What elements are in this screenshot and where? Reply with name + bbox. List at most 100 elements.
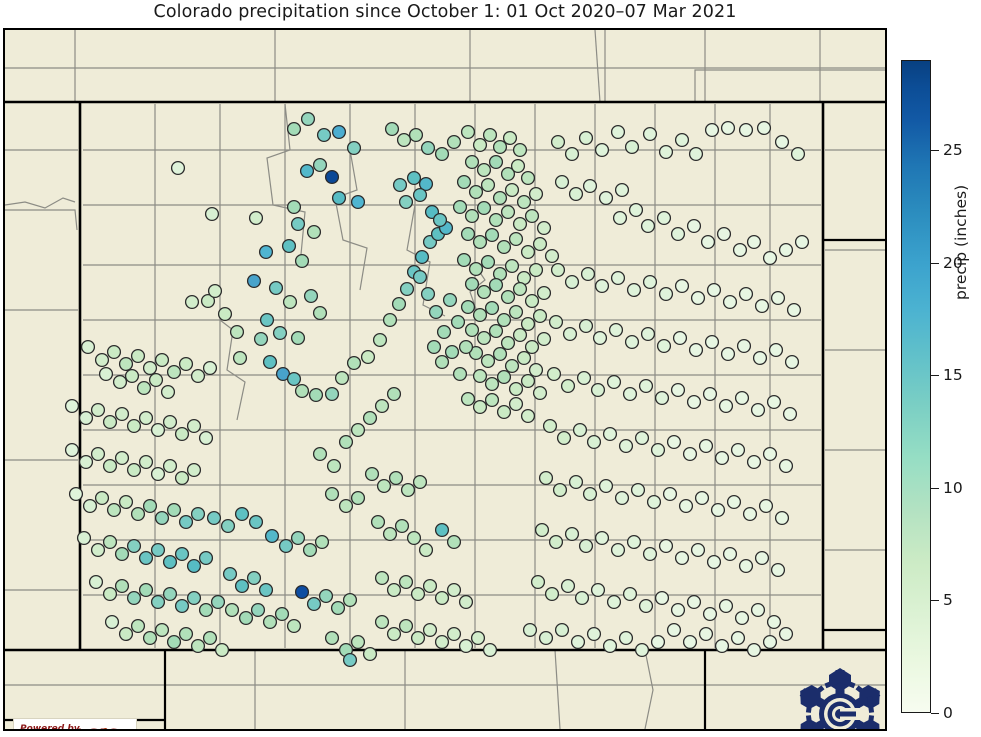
station-marker[interactable] [662, 486, 678, 502]
station-marker[interactable] [204, 206, 220, 222]
station-marker[interactable] [598, 478, 614, 494]
station-marker[interactable] [274, 606, 290, 622]
station-marker[interactable] [756, 120, 772, 136]
station-marker[interactable] [76, 530, 92, 546]
station-marker[interactable] [586, 626, 602, 642]
station-marker[interactable] [166, 634, 182, 650]
station-marker[interactable] [646, 494, 662, 510]
station-marker[interactable] [484, 376, 500, 392]
station-marker[interactable] [452, 366, 468, 382]
station-marker[interactable] [718, 398, 734, 414]
station-marker[interactable] [200, 293, 216, 309]
station-marker[interactable] [484, 392, 500, 408]
station-marker[interactable] [754, 298, 770, 314]
station-marker[interactable] [738, 286, 754, 302]
station-marker[interactable] [114, 546, 130, 562]
station-markers[interactable] [64, 111, 810, 668]
station-marker[interactable] [640, 326, 656, 342]
station-marker[interactable] [446, 134, 462, 150]
station-marker[interactable] [422, 578, 438, 594]
station-marker[interactable] [334, 370, 350, 386]
station-marker[interactable] [670, 226, 686, 242]
station-marker[interactable] [530, 574, 546, 590]
station-marker[interactable] [290, 330, 306, 346]
station-marker[interactable] [410, 630, 426, 646]
station-marker[interactable] [142, 360, 158, 376]
station-marker[interactable] [568, 186, 584, 202]
station-marker[interactable] [468, 184, 484, 200]
station-marker[interactable] [436, 324, 452, 340]
station-marker[interactable] [350, 194, 366, 210]
station-marker[interactable] [688, 146, 704, 162]
station-marker[interactable] [308, 387, 324, 403]
station-marker[interactable] [610, 542, 626, 558]
station-marker[interactable] [94, 490, 110, 506]
station-marker[interactable] [528, 262, 544, 278]
station-marker[interactable] [500, 204, 516, 220]
station-marker[interactable] [634, 430, 650, 446]
station-marker[interactable] [376, 478, 392, 494]
station-marker[interactable] [610, 124, 626, 140]
station-marker[interactable] [774, 510, 790, 526]
station-marker[interactable] [650, 634, 666, 650]
station-marker[interactable] [656, 338, 672, 354]
station-marker[interactable] [174, 470, 190, 486]
station-marker[interactable] [326, 458, 342, 474]
station-marker[interactable] [762, 634, 778, 650]
station-marker[interactable] [628, 202, 644, 218]
station-marker[interactable] [114, 450, 130, 466]
station-marker[interactable] [460, 124, 476, 140]
station-marker[interactable] [306, 224, 322, 240]
station-marker[interactable] [372, 332, 388, 348]
station-marker[interactable] [391, 296, 407, 312]
station-marker[interactable] [281, 238, 297, 254]
station-marker[interactable] [198, 602, 214, 618]
station-marker[interactable] [126, 462, 142, 478]
station-marker[interactable] [286, 199, 302, 215]
station-marker[interactable] [472, 307, 488, 323]
station-marker[interactable] [178, 626, 194, 642]
station-marker[interactable] [538, 470, 554, 486]
station-marker[interactable] [492, 139, 508, 155]
station-marker[interactable] [564, 526, 580, 542]
station-marker[interactable] [626, 534, 642, 550]
station-marker[interactable] [460, 299, 476, 315]
station-marker[interactable] [528, 186, 544, 202]
station-marker[interactable] [508, 381, 524, 397]
station-marker[interactable] [532, 236, 548, 252]
station-marker[interactable] [222, 566, 238, 582]
station-marker[interactable] [556, 430, 572, 446]
station-marker[interactable] [268, 280, 284, 296]
station-marker[interactable] [250, 602, 266, 618]
station-marker[interactable] [476, 162, 492, 178]
station-marker[interactable] [324, 386, 340, 402]
station-marker[interactable] [398, 574, 414, 590]
station-marker[interactable] [750, 402, 766, 418]
station-marker[interactable] [738, 122, 754, 138]
station-marker[interactable] [618, 438, 634, 454]
station-marker[interactable] [136, 380, 152, 396]
station-marker[interactable] [198, 550, 214, 566]
station-marker[interactable] [114, 406, 130, 422]
station-marker[interactable] [472, 368, 488, 384]
station-marker[interactable] [350, 634, 366, 650]
station-marker[interactable] [248, 210, 264, 226]
station-marker[interactable] [166, 364, 182, 380]
station-marker[interactable] [484, 227, 500, 243]
station-marker[interactable] [538, 630, 554, 646]
station-marker[interactable] [202, 630, 218, 646]
station-marker[interactable] [150, 422, 166, 438]
station-marker[interactable] [384, 121, 400, 137]
station-marker[interactable] [492, 190, 508, 206]
station-marker[interactable] [88, 574, 104, 590]
station-marker[interactable] [610, 270, 626, 286]
station-marker[interactable] [184, 294, 200, 310]
station-marker[interactable] [574, 590, 590, 606]
station-marker[interactable] [98, 366, 114, 382]
station-marker[interactable] [374, 570, 390, 586]
station-marker[interactable] [658, 538, 674, 554]
station-marker[interactable] [412, 187, 428, 203]
station-marker[interactable] [606, 594, 622, 610]
station-marker[interactable] [300, 111, 316, 127]
station-marker[interactable] [718, 598, 734, 614]
